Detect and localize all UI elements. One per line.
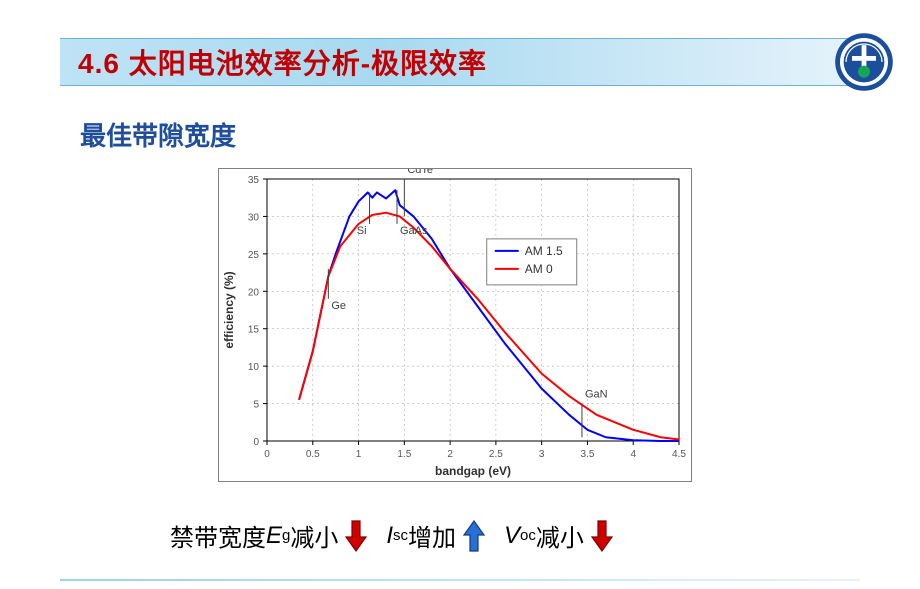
svg-text:CdTe: CdTe: [407, 169, 433, 176]
svg-text:AM 1.5: AM 1.5: [525, 244, 563, 258]
svg-text:20: 20: [248, 287, 260, 298]
svg-text:3: 3: [539, 449, 545, 460]
seg1-post: 减小: [290, 518, 338, 553]
svg-text:4.5: 4.5: [672, 449, 686, 460]
arrow-down-icon: [344, 519, 368, 553]
seg2-post: 增加: [408, 518, 456, 553]
bottom-annotation: 禁带宽度 E g 减小 I sc 增加 V oc 减小: [170, 518, 632, 553]
svg-text:0: 0: [253, 437, 259, 448]
subtitle: 最佳带隙宽度: [80, 116, 236, 153]
svg-text:30: 30: [248, 212, 260, 223]
footer-rule: [60, 579, 860, 581]
institute-logo: [834, 32, 894, 92]
seg1-pre: 禁带宽度: [170, 518, 266, 553]
svg-text:4: 4: [630, 449, 636, 460]
svg-text:Ge: Ge: [331, 300, 346, 312]
svg-text:GaN: GaN: [585, 389, 608, 401]
svg-text:35: 35: [248, 175, 260, 186]
slide-title: 4.6 太阳电池效率分析-极限效率: [78, 42, 487, 82]
svg-text:15: 15: [248, 325, 260, 336]
svg-text:10: 10: [248, 362, 260, 373]
svg-text:bandgap (eV): bandgap (eV): [435, 464, 511, 478]
efficiency-vs-bandgap-chart: 0 0.5 1 1.5 2 2.5 3 3.5 4 4.5 0 5 10 15 20 25 30 35 Ge Si Ga…: [218, 168, 692, 482]
svg-text:AM 0: AM 0: [525, 262, 553, 276]
svg-text:efficiency (%): efficiency (%): [222, 271, 236, 348]
svg-text:5: 5: [253, 400, 259, 411]
svg-text:2: 2: [447, 449, 453, 460]
seg3-post: 减小: [536, 518, 584, 553]
seg3-var: V: [504, 522, 520, 550]
arrow-up-icon: [462, 519, 486, 553]
svg-text:25: 25: [248, 250, 260, 261]
svg-text:3.5: 3.5: [580, 449, 594, 460]
svg-text:Si: Si: [357, 225, 367, 237]
arrow-down-icon: [590, 519, 614, 553]
svg-text:0.5: 0.5: [306, 449, 320, 460]
seg2-var: I: [386, 522, 393, 550]
seg1-sub: g: [282, 527, 290, 544]
svg-text:0: 0: [264, 449, 270, 460]
seg2-sub: sc: [393, 527, 408, 544]
chart-canvas: 0 0.5 1 1.5 2 2.5 3 3.5 4 4.5 0 5 10 15 20 25 30 35 Ge Si Ga…: [219, 169, 691, 481]
svg-text:1.5: 1.5: [397, 449, 411, 460]
svg-text:1: 1: [356, 449, 362, 460]
svg-text:GaAs: GaAs: [400, 225, 428, 237]
seg1-var: E: [266, 522, 282, 550]
seg3-sub: oc: [520, 527, 536, 544]
title-bar: 4.6 太阳电池效率分析-极限效率: [60, 38, 860, 86]
svg-text:2.5: 2.5: [489, 449, 503, 460]
